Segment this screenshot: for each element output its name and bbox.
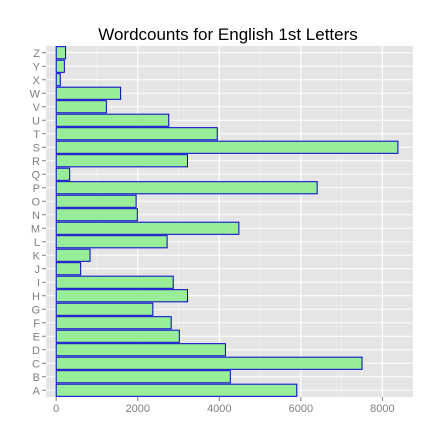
bar-T [55, 127, 218, 141]
bar-V [55, 100, 107, 114]
bar-G [55, 302, 154, 316]
chart-title: Wordcounts for English 1st Letters [98, 25, 358, 44]
y-tick-label-R: R [32, 156, 40, 168]
bars [55, 46, 399, 397]
bar-X [55, 73, 61, 87]
y-tick-label-I: I [37, 277, 40, 289]
bar-I [55, 275, 174, 289]
bar-W [55, 86, 122, 100]
y-tick-label-O: O [31, 196, 40, 208]
x-tick-label-4000: 4000 [207, 403, 231, 415]
y-tick-label-X: X [33, 75, 41, 87]
bar-Z [55, 46, 67, 60]
bar-E [55, 329, 180, 343]
y-tick-label-T: T [33, 129, 40, 141]
bar-H [55, 289, 188, 303]
y-tick-label-W: W [30, 88, 41, 100]
bar-S [55, 140, 399, 154]
bar-O [55, 194, 137, 208]
bar-K [55, 248, 91, 262]
y-tick-label-M: M [31, 223, 40, 235]
y-tick-label-C: C [32, 358, 40, 370]
bar-C [55, 356, 363, 370]
y-tick-label-A: A [33, 385, 41, 397]
bar-Y [55, 59, 65, 73]
bar-B [55, 370, 231, 384]
y-tick-label-P: P [33, 183, 40, 195]
y-tick-label-Z: Z [33, 48, 40, 60]
bar-M [55, 221, 240, 235]
y-tick-label-D: D [32, 345, 40, 357]
y-tick-label-V: V [33, 102, 41, 114]
bar-J [55, 262, 82, 276]
x-tick-label-6000: 6000 [289, 403, 313, 415]
bar-N [55, 208, 138, 222]
y-tick-label-G: G [31, 304, 40, 316]
bar-D [55, 343, 226, 357]
bar-L [55, 235, 168, 249]
y-tick-label-S: S [33, 142, 40, 154]
y-tick-label-E: E [33, 331, 40, 343]
x-tick-label-8000: 8000 [370, 403, 394, 415]
y-tick-label-L: L [34, 237, 40, 249]
bar-A [55, 383, 298, 397]
bar-F [55, 316, 172, 330]
x-axis: 0 2000 4000 6000 8000 [53, 397, 395, 415]
y-tick-label-Y: Y [33, 61, 41, 73]
y-tick-label-J: J [35, 264, 41, 276]
y-tick-label-B: B [33, 372, 40, 384]
bar-U [55, 113, 170, 127]
y-tick-label-K: K [33, 250, 41, 262]
y-tick-label-N: N [32, 210, 40, 222]
y-tick-label-U: U [32, 115, 40, 127]
y-tick-label-F: F [33, 318, 40, 330]
y-tick-label-Q: Q [31, 169, 40, 181]
x-tick-label-0: 0 [53, 403, 59, 415]
bar-Q [55, 167, 71, 181]
bar-P [55, 181, 318, 195]
y-tick-label-H: H [32, 291, 40, 303]
bar-R [55, 154, 188, 168]
x-tick-label-2000: 2000 [126, 403, 150, 415]
